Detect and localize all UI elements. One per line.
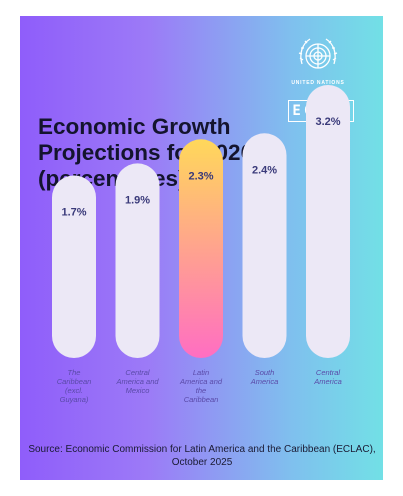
source-note: Source: Economic Commission for Latin Am… xyxy=(28,444,376,468)
bar-central-america xyxy=(306,85,350,358)
category-label: South America xyxy=(250,368,279,386)
category-label: Central America xyxy=(313,368,342,386)
bar-the-caribbean-excl-guyana xyxy=(52,175,96,358)
value-label: 1.7% xyxy=(61,206,86,218)
value-label: 2.3% xyxy=(188,170,213,182)
bar-south-america xyxy=(242,133,287,358)
value-label: 3.2% xyxy=(315,116,340,128)
org-name: UNITED NATIONS xyxy=(291,80,345,86)
value-label: 1.9% xyxy=(125,194,150,206)
value-label: 2.4% xyxy=(252,164,277,176)
category-label: The Caribbean (excl. Guyana) xyxy=(57,368,92,404)
category-label: Latin America and the Caribbean xyxy=(179,368,223,404)
un-emblem-icon xyxy=(298,38,338,69)
bar-latin-america-and-the-caribbean xyxy=(179,139,223,358)
category-label: Central America and Mexico xyxy=(115,368,159,395)
bar-central-america-and-mexico xyxy=(115,163,160,358)
